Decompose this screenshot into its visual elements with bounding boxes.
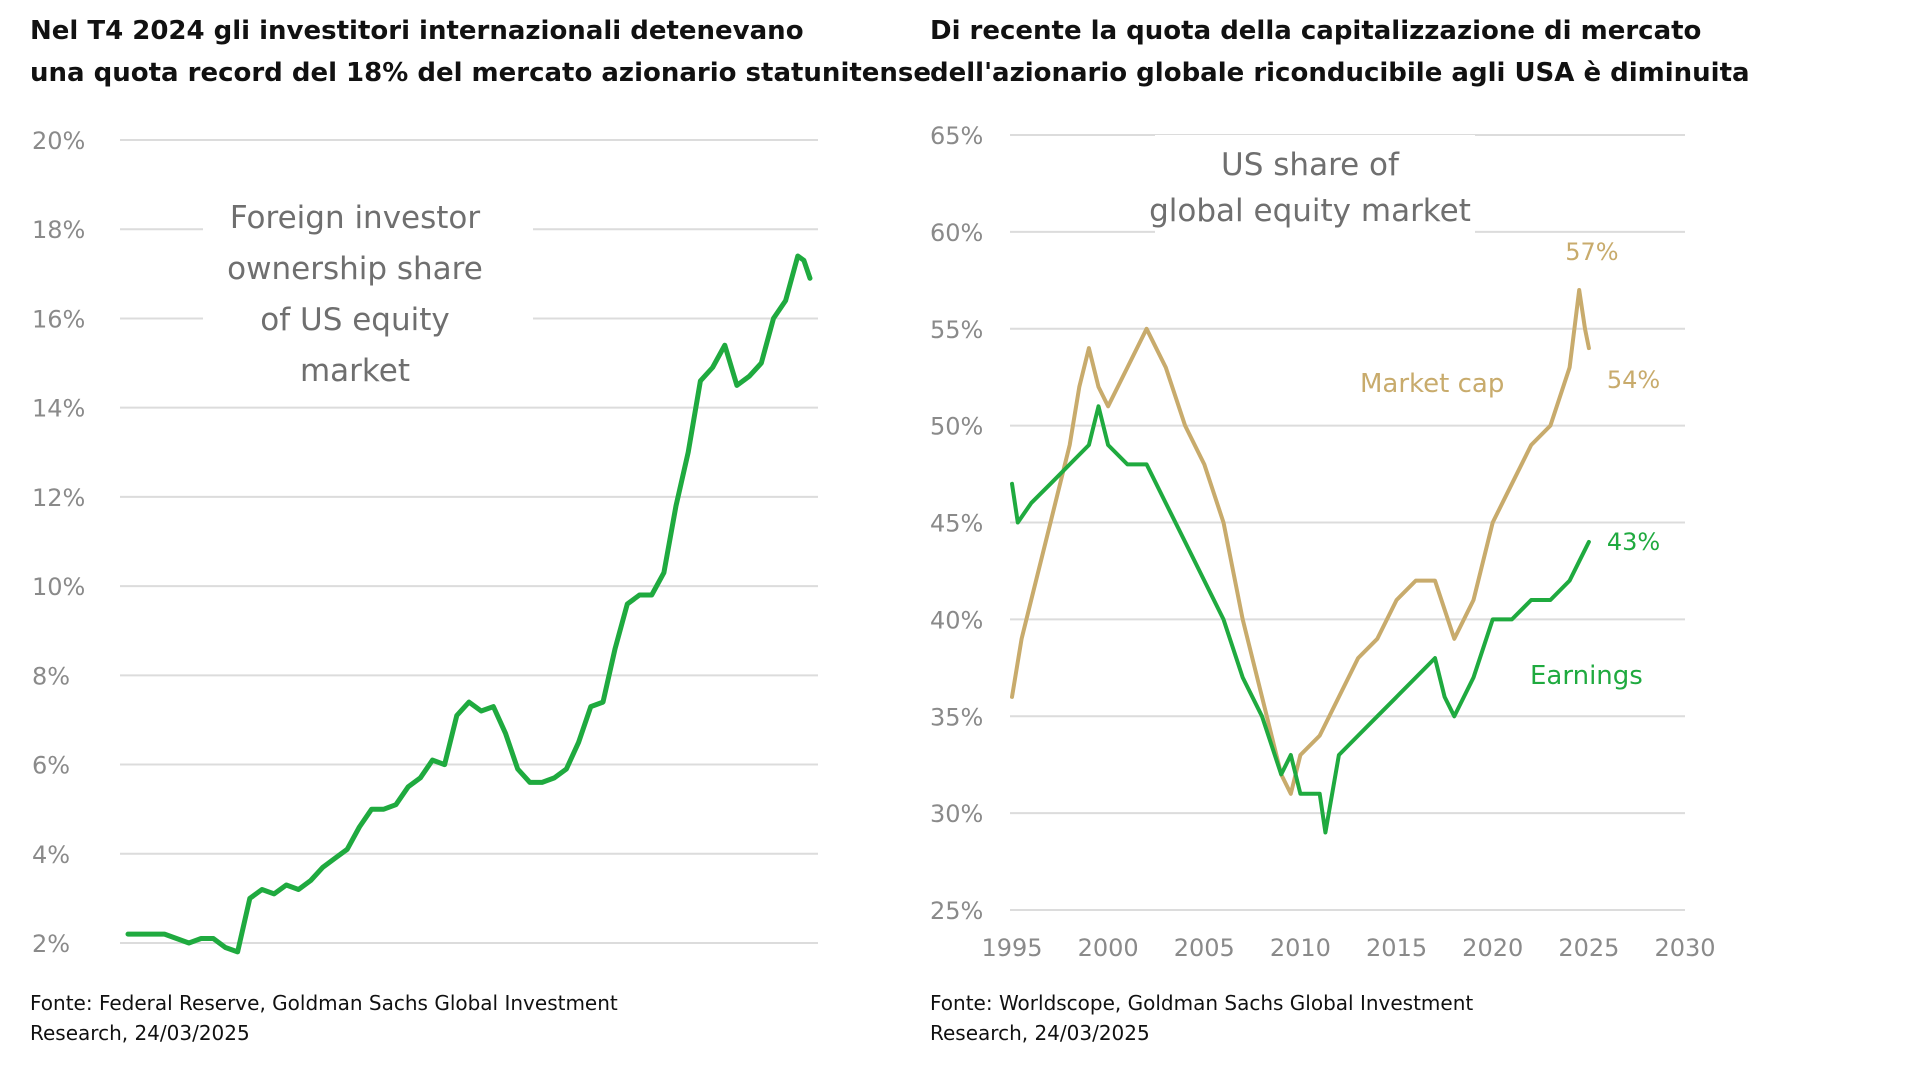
right-title-line-1: Di recente la quota della capitalizzazio… [930, 16, 1702, 46]
left-chart-annotation-background [203, 180, 533, 405]
left-source-note: Fonte: Federal Reserve, Goldman Sachs Gl… [30, 988, 890, 1048]
left-source-line-1: Fonte: Federal Reserve, Goldman Sachs Gl… [30, 991, 618, 1015]
left-chart-y-tick-label: 8% [32, 662, 70, 690]
left-chart-y-tick-label: 10% [32, 573, 85, 601]
right-chart-market-cap-series-label: Market cap [1360, 369, 1504, 399]
right-chart-y-axis: 25% 30% 35% 40% 45% 50% 55% 60% 65% [930, 122, 983, 925]
left-title-line-2: una quota record del 18% del mercato azi… [30, 58, 932, 88]
left-chart-annotation: Foreign investor ownership share of US equ… [203, 180, 533, 405]
right-chart-y-tick-label: 45% [930, 510, 983, 538]
right-chart-y-tick-label: 55% [930, 316, 983, 344]
right-source-line-2: Research, 24/03/2025 [930, 1021, 1150, 1045]
right-source-line-1: Fonte: Worldscope, Goldman Sachs Global … [930, 991, 1474, 1015]
right-chart-y-tick-label: 40% [930, 606, 983, 634]
left-chart-y-tick-label: 2% [32, 930, 70, 958]
left-chart-annotation-line: ownership share [227, 251, 483, 287]
left-chart-annotation-line: of US equity [260, 302, 449, 338]
left-chart-y-tick-label: 20% [32, 127, 85, 155]
left-chart-y-tick-label: 14% [32, 395, 85, 423]
right-title-line-2: dell'azionario globale riconducibile agl… [930, 58, 1750, 88]
right-chart-x-tick-label: 1995 [981, 934, 1042, 962]
left-chart-y-tick-label: 16% [32, 305, 85, 333]
right-chart-annotation-line: global equity market [1149, 193, 1471, 229]
right-chart-x-tick-label: 2015 [1366, 934, 1427, 962]
right-chart-market-cap-line [1010, 288, 1591, 796]
left-chart-series-0-line [125, 253, 813, 955]
right-chart-x-tick-label: 2020 [1462, 934, 1523, 962]
right-chart-y-tick-label: 35% [930, 703, 983, 731]
right-chart-x-tick-label: 2025 [1558, 934, 1619, 962]
left-chart-y-tick-label: 18% [32, 216, 85, 244]
right-chart-market-cap-peak-label: 57% [1565, 238, 1618, 266]
right-chart-x-tick-label: 2010 [1270, 934, 1331, 962]
right-chart-y-tick-label: 60% [930, 219, 983, 247]
left-chart-y-tick-label: 4% [32, 841, 70, 869]
left-chart-y-axis: 2% 4% 6% 8% 10% 12% 14% 16% 18% 20% [32, 127, 85, 958]
us-global-share-chart: 25% 30% 35% 40% 45% 50% 55% 60% 65% 1995 2000 2005 2… [930, 122, 1716, 962]
right-chart-y-tick-label: 65% [930, 122, 983, 150]
right-panel: Di recente la quota della capitalizzazio… [930, 0, 1830, 1080]
right-chart-y-tick-label: 50% [930, 413, 983, 441]
right-chart-market-cap-end-label: 54% [1607, 366, 1660, 394]
right-chart-annotation: US share of global equity market [1149, 135, 1475, 235]
left-chart-annotation-line: Foreign investor [230, 200, 481, 236]
left-title-line-1: Nel T4 2024 gli investitori internaziona… [30, 16, 804, 46]
right-chart-earnings-end-label: 43% [1607, 528, 1660, 556]
left-panel: Nel T4 2024 gli investitori internaziona… [30, 0, 931, 1080]
right-chart-earnings-line [1010, 404, 1591, 835]
right-chart-annotation-line: US share of [1221, 147, 1400, 183]
right-chart-earnings-series-label: Earnings [1530, 661, 1643, 691]
right-chart-x-tick-label: 2005 [1174, 934, 1235, 962]
left-chart-annotation-line: market [300, 353, 410, 389]
right-chart-x-axis: 1995 2000 2005 2010 2015 2020 2025 2030 [981, 934, 1715, 962]
right-source-note: Fonte: Worldscope, Goldman Sachs Global … [930, 988, 1790, 1048]
left-source-line-2: Research, 24/03/2025 [30, 1021, 250, 1045]
right-panel-title: Di recente la quota della capitalizzazio… [930, 10, 1850, 94]
right-chart-annotation-background [1155, 135, 1475, 235]
right-chart-x-tick-label: 2000 [1078, 934, 1139, 962]
right-chart-y-tick-label: 30% [930, 800, 983, 828]
left-chart-y-tick-label: 12% [32, 484, 85, 512]
right-chart-y-tick-label: 25% [930, 897, 983, 925]
foreign-ownership-chart: 2% 4% 6% 8% 10% 12% 14% 16% 18% 20% Foreign invest… [32, 127, 818, 958]
left-panel-title: Nel T4 2024 gli investitori internaziona… [30, 10, 950, 94]
right-chart-x-tick-label: 2030 [1654, 934, 1715, 962]
left-chart-y-tick-label: 6% [32, 752, 70, 780]
